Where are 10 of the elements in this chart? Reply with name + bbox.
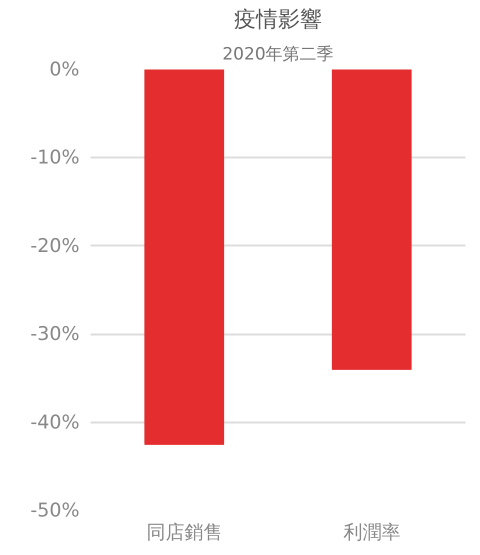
y-tick-label: -50% (30, 500, 80, 522)
y-tick-label: -10% (30, 146, 80, 169)
x-tick-label: 同店銷售 (146, 522, 222, 544)
y-tick-label: -20% (30, 234, 80, 257)
x-tick-label: 利潤率 (343, 522, 400, 544)
chart-subtitle: 2020年第二季 (222, 44, 334, 64)
y-tick-label: -30% (30, 323, 80, 346)
chart-title: 疫情影響 (234, 8, 322, 32)
y-tick-label: 0% (49, 58, 80, 80)
y-tick-label: -40% (30, 411, 80, 434)
